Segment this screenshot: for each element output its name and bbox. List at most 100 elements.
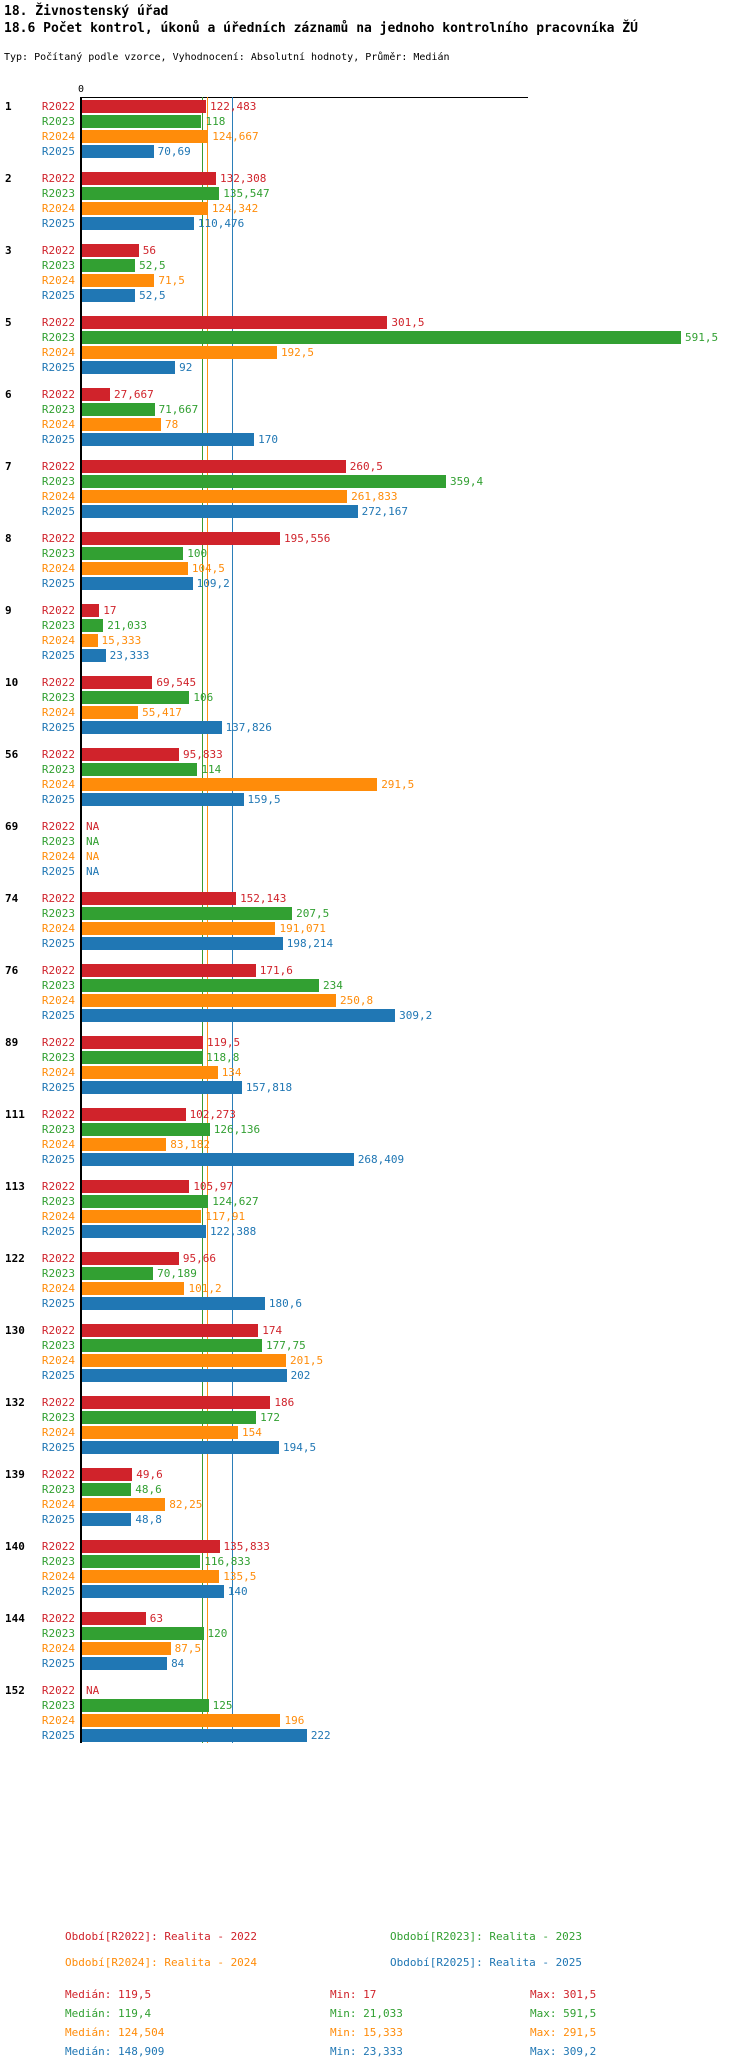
value-label: 23,333	[109, 649, 150, 662]
value-label: 17	[103, 604, 117, 617]
bar-area: 95,833	[82, 747, 750, 762]
series-label: R2024	[41, 634, 75, 647]
bar-row: 152 R2022 NA	[0, 1683, 750, 1698]
series-label: R2024	[41, 1642, 75, 1655]
bar-row: R2024 15,333	[0, 633, 750, 648]
bar-area: 117,91	[82, 1209, 750, 1224]
value-label: 102,273	[189, 1108, 236, 1121]
bar-R2024	[82, 1714, 281, 1727]
value-label: 21,033	[107, 619, 148, 632]
bar-R2024	[82, 1354, 287, 1367]
bar-R2022	[82, 244, 139, 257]
series-label: R2024	[41, 1498, 75, 1511]
bar-area: 174	[82, 1323, 750, 1338]
series-label: R2024	[41, 202, 75, 215]
bar-R2025	[82, 721, 222, 734]
legend-item-R2022: Období[R2022]: Realita - 2022	[65, 1930, 258, 1943]
bar-area: 234	[82, 978, 750, 993]
series-label: R2024	[41, 1066, 75, 1079]
bar-row: R2024 201,5	[0, 1353, 750, 1368]
series-label: R2023	[41, 1555, 75, 1568]
bar-area: 104,5	[82, 561, 750, 576]
bar-area: 186	[82, 1395, 750, 1410]
bar-R2025	[82, 577, 193, 590]
group-label: 6	[5, 388, 12, 401]
bar-row: R2025 309,2	[0, 1008, 750, 1023]
bar-row: R2023 71,667	[0, 402, 750, 417]
bar-area: 201,5	[82, 1353, 750, 1368]
bar-row: R2024 261,833	[0, 489, 750, 504]
bar-row: 140 R2022 135,833	[0, 1539, 750, 1554]
bar-R2025	[82, 1729, 307, 1742]
bar-area: 159,5	[82, 792, 750, 807]
bar-group-111: 111 R2022 102,273 R2023 126,136 R2024 83,182 R2…	[0, 1107, 750, 1167]
bar-row: R2023 120	[0, 1626, 750, 1641]
bar-row: R2024 71,5	[0, 273, 750, 288]
value-label: 95,833	[183, 748, 223, 761]
bar-R2024	[82, 706, 139, 719]
series-label: R2022	[41, 460, 75, 473]
bar-row: 5 R2022 301,5	[0, 315, 750, 330]
bar-row: R2025 137,826	[0, 720, 750, 735]
report-title: 18. Živnostenský úřad	[4, 4, 169, 19]
bar-R2022	[82, 172, 216, 185]
series-label: R2025	[41, 145, 75, 158]
bar-R2022	[82, 1036, 204, 1049]
value-label: 84	[171, 1657, 185, 1670]
value-label: 170	[258, 433, 279, 446]
bar-area: 122,483	[82, 99, 750, 114]
bar-row: 139 R2022 49,6	[0, 1467, 750, 1482]
bar-area: 135,547	[82, 186, 750, 201]
bar-R2023	[82, 115, 202, 128]
bar-row: R2024 117,91	[0, 1209, 750, 1224]
value-label: 159,5	[247, 793, 281, 806]
bar-R2024	[82, 274, 155, 287]
bar-row: R2023 70,189	[0, 1266, 750, 1281]
bar-area: 87,5	[82, 1641, 750, 1656]
bar-row: 132 R2022 186	[0, 1395, 750, 1410]
bar-R2025	[82, 217, 194, 230]
bar-R2024	[82, 922, 276, 935]
bar-area: NA	[82, 834, 750, 849]
value-label: 272,167	[361, 505, 408, 518]
bar-group-132: 132 R2022 186 R2023 172 R2024 154 R2025 194,5	[0, 1395, 750, 1455]
bar-R2023	[82, 1627, 204, 1640]
bar-row: R2025 198,214	[0, 936, 750, 951]
series-label: R2025	[41, 1657, 75, 1670]
series-label: R2025	[41, 217, 75, 230]
bar-R2024	[82, 1066, 218, 1079]
group-label: 8	[5, 532, 12, 545]
bar-R2024	[82, 1426, 238, 1439]
bar-row: R2024 104,5	[0, 561, 750, 576]
series-label: R2024	[41, 706, 75, 719]
value-label: 152,143	[240, 892, 287, 905]
bar-area: 291,5	[82, 777, 750, 792]
bar-row: R2025 122,388	[0, 1224, 750, 1239]
group-label: 89	[5, 1036, 19, 1049]
series-label: R2024	[41, 994, 75, 1007]
bar-area: 55,417	[82, 705, 750, 720]
series-label: R2024	[41, 1426, 75, 1439]
group-label: 113	[5, 1180, 25, 1193]
bar-group-144: 144 R2022 63 R2023 120 R2024 87,5 R2025 84	[0, 1611, 750, 1671]
series-label: R2025	[41, 1225, 75, 1238]
bar-R2024	[82, 1282, 185, 1295]
series-label: R2024	[41, 1138, 75, 1151]
bar-R2024	[82, 778, 378, 791]
bar-row: R2024 55,417	[0, 705, 750, 720]
bar-group-89: 89 R2022 119,5 R2023 118,8 R2024 134 R2025 157,8…	[0, 1035, 750, 1095]
bar-R2023	[82, 763, 198, 776]
bar-group-8: 8 R2022 195,556 R2023 100 R2024 104,5 R2025 109,…	[0, 531, 750, 591]
bar-area: 140	[82, 1584, 750, 1599]
value-label: NA	[86, 820, 100, 833]
bar-R2025	[82, 1081, 242, 1094]
bar-row: R2025 222	[0, 1728, 750, 1743]
series-label: R2024	[41, 274, 75, 287]
bar-R2024	[82, 1138, 167, 1151]
series-label: R2025	[41, 1009, 75, 1022]
value-label: 27,667	[114, 388, 154, 401]
value-label: 116,833	[204, 1555, 251, 1568]
bar-R2022	[82, 1180, 190, 1193]
bar-group-5: 5 R2022 301,5 R2023 591,5 R2024 192,5 R2025 92	[0, 315, 750, 375]
series-label: R2023	[41, 1051, 75, 1064]
